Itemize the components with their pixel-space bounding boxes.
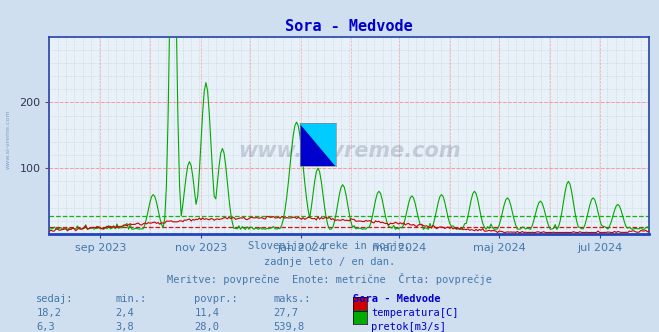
Text: 28,0: 28,0 — [194, 322, 219, 332]
Text: Sora - Medvode: Sora - Medvode — [353, 294, 440, 304]
Text: temperatura[C]: temperatura[C] — [371, 308, 459, 318]
Text: Slovenija / reke in morje.: Slovenija / reke in morje. — [248, 241, 411, 251]
Text: www.si-vreme.com: www.si-vreme.com — [5, 110, 11, 169]
Text: maks.:: maks.: — [273, 294, 311, 304]
Text: min.:: min.: — [115, 294, 146, 304]
Text: 539,8: 539,8 — [273, 322, 304, 332]
Text: sedaj:: sedaj: — [36, 294, 74, 304]
Text: zadnje leto / en dan.: zadnje leto / en dan. — [264, 257, 395, 267]
Title: Sora - Medvode: Sora - Medvode — [285, 19, 413, 34]
Text: www.si-vreme.com: www.si-vreme.com — [238, 141, 461, 161]
Text: 2,4: 2,4 — [115, 308, 134, 318]
Text: 6,3: 6,3 — [36, 322, 55, 332]
Text: 3,8: 3,8 — [115, 322, 134, 332]
Text: 18,2: 18,2 — [36, 308, 61, 318]
Text: pretok[m3/s]: pretok[m3/s] — [371, 322, 446, 332]
Polygon shape — [300, 123, 336, 166]
Text: Meritve: povprečne  Enote: metrične  Črta: povprečje: Meritve: povprečne Enote: metrične Črta:… — [167, 273, 492, 285]
Text: 27,7: 27,7 — [273, 308, 299, 318]
Text: povpr.:: povpr.: — [194, 294, 238, 304]
Polygon shape — [300, 123, 336, 166]
Text: 11,4: 11,4 — [194, 308, 219, 318]
